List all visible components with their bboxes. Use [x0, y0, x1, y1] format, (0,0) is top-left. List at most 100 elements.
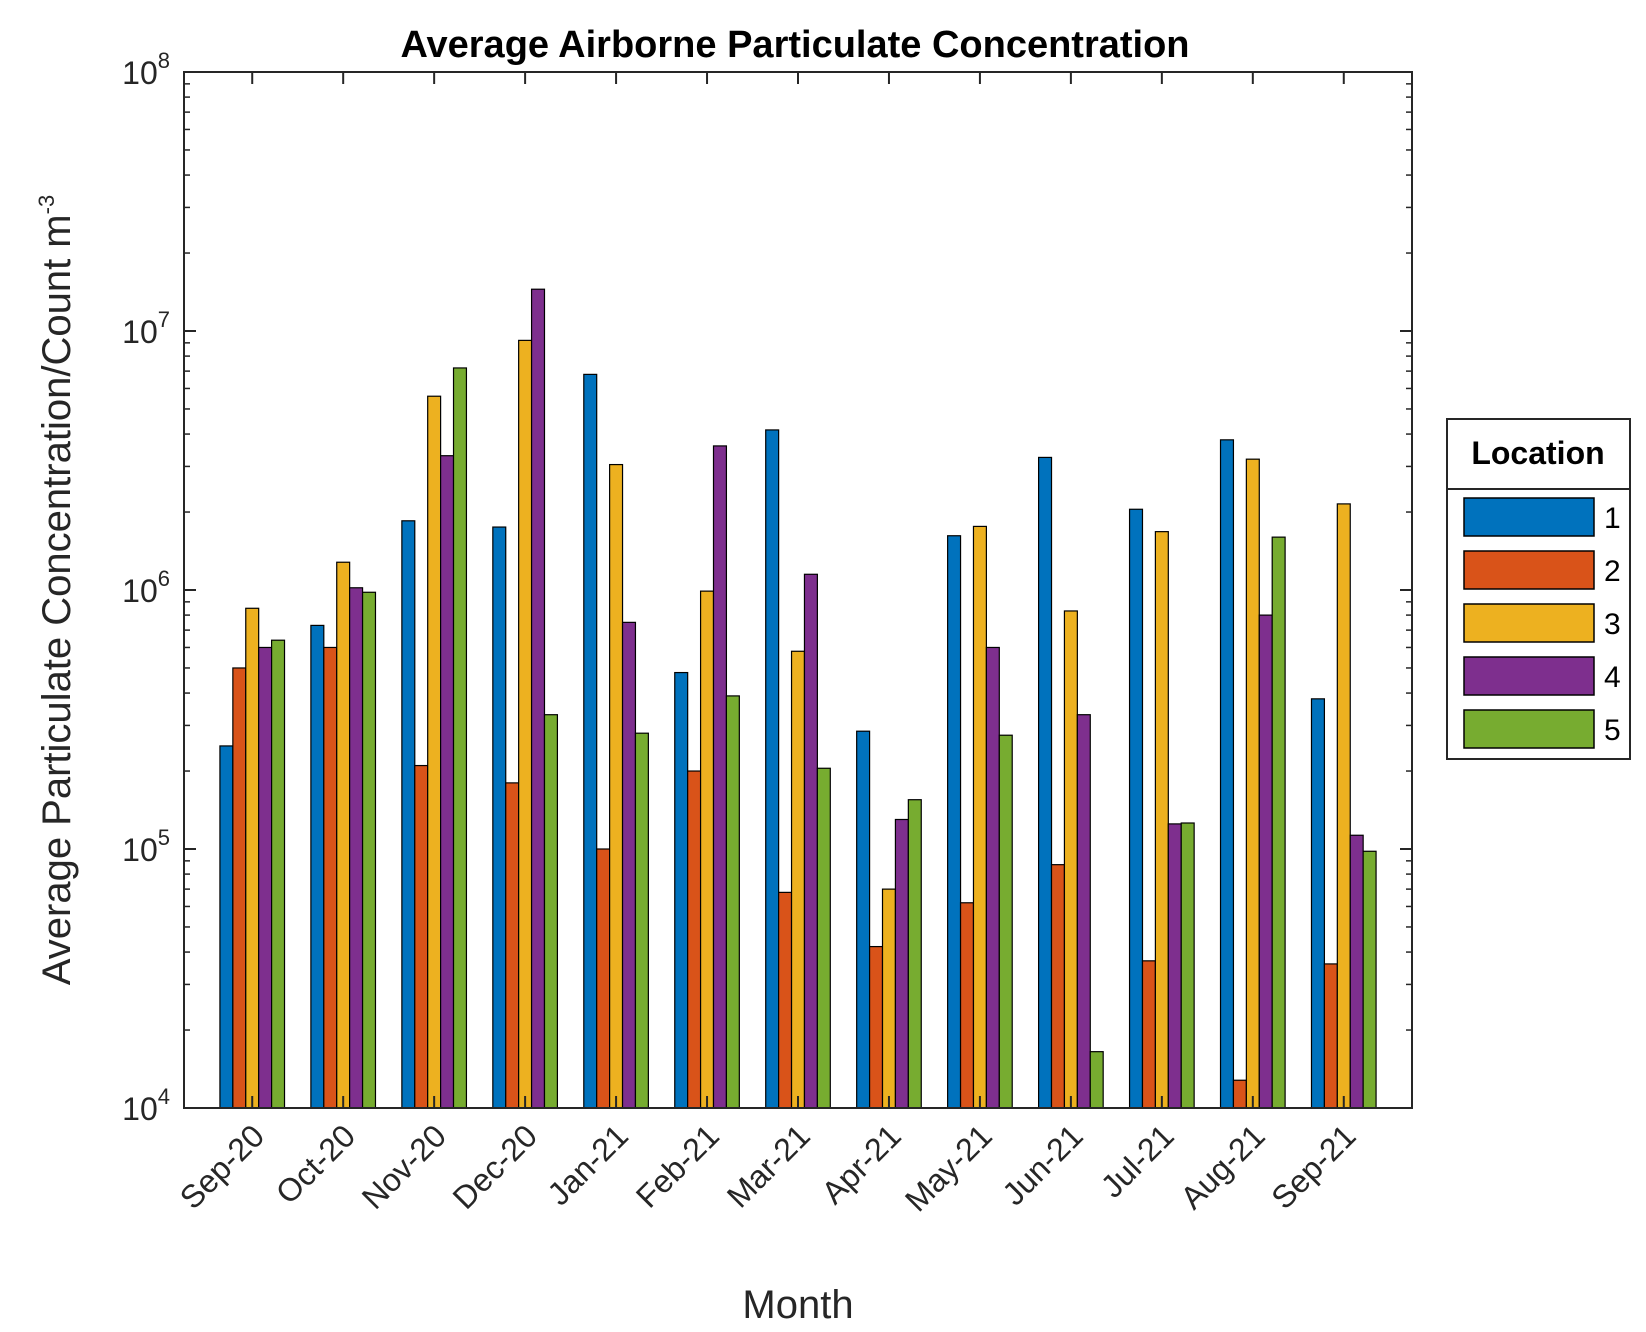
legend-swatch-1 [1463, 497, 1595, 537]
bar-group-Sep-20 [219, 607, 286, 1109]
bar-Sep-20-location-4 [258, 646, 273, 1109]
x-tick-label-Apr-21: Apr-21 [815, 1117, 908, 1210]
y-axis-ticks: 104 105 106 107 108 [122, 48, 1412, 1127]
bar-Nov-20-location-3 [427, 395, 442, 1109]
y-tick-label: 104 [122, 1084, 170, 1127]
legend-label-5: 5 [1604, 714, 1621, 747]
y-axis-label-text: Average Particulate Concentration/Count … [35, 214, 79, 985]
bar-Jun-21-location-4 [1076, 714, 1091, 1109]
bars [219, 288, 1377, 1109]
bar-group-Feb-21 [674, 445, 740, 1109]
bar-Mar-21-location-1 [765, 429, 780, 1109]
bar-Jul-21-location-1 [1128, 508, 1144, 1109]
legend-swatch-2 [1463, 550, 1595, 590]
x-tick-label-Oct-20: Oct-20 [269, 1117, 362, 1210]
bar-Jul-21-location-5 [1180, 822, 1195, 1109]
bar-group-Mar-21 [765, 429, 831, 1109]
bar-Dec-20-location-1 [492, 526, 507, 1109]
bar-group-Nov-20 [401, 367, 468, 1109]
bar-Sep-20-location-1 [219, 745, 234, 1109]
bar-Feb-21-location-2 [687, 770, 702, 1109]
plot-area: 104 105 106 107 108 Sep-20Oct-20Nov-20Dec-20… [122, 48, 1413, 1218]
bar-Jun-21-location-5 [1089, 1051, 1104, 1109]
bar-Aug-21-location-4 [1258, 614, 1273, 1109]
legend-label-1: 1 [1604, 502, 1621, 535]
bar-Aug-21-location-5 [1271, 536, 1286, 1109]
chart-title: Average Airborne Particulate Concentrati… [400, 24, 1189, 66]
bar-group-Dec-20 [492, 288, 559, 1109]
legend: Location 1 2 3 4 5 [1446, 418, 1631, 760]
bar-Oct-20-location-3 [336, 561, 351, 1109]
bar-Oct-20-location-1 [310, 624, 325, 1109]
bar-Oct-20-location-5 [361, 591, 377, 1109]
bar-Nov-20-location-2 [414, 764, 429, 1109]
x-tick-label-Mar-21: Mar-21 [720, 1117, 817, 1214]
bar-Jul-21-location-4 [1167, 823, 1182, 1109]
bar-Apr-21-location-5 [907, 799, 922, 1109]
x-tick-label-Nov-20: Nov-20 [355, 1117, 453, 1215]
bar-Oct-20-location-4 [349, 587, 364, 1109]
bar-Mar-21-location-4 [803, 573, 818, 1109]
bar-group-Sep-21 [1310, 503, 1377, 1109]
bar-Jul-21-location-2 [1141, 960, 1156, 1109]
bar-Sep-20-location-5 [271, 639, 286, 1109]
bar-May-21-location-2 [959, 902, 975, 1109]
bar-Sep-21-location-4 [1349, 834, 1364, 1109]
legend-label-2: 2 [1604, 555, 1621, 588]
bar-Aug-21-location-1 [1219, 439, 1235, 1109]
y-axis-label: Average Particulate Concentration/Count … [34, 195, 79, 985]
legend-swatch-5 [1463, 709, 1595, 749]
bar-Nov-20-location-5 [452, 367, 468, 1109]
bar-Aug-21-location-2 [1232, 1079, 1247, 1109]
legend-swatch-3 [1463, 603, 1595, 643]
bar-Jun-21-location-2 [1050, 864, 1066, 1109]
x-tick-label-May-21: May-21 [898, 1117, 999, 1218]
bar-Jan-21-location-4 [621, 621, 637, 1109]
bar-Apr-21-location-2 [868, 945, 884, 1109]
bar-May-21-location-4 [985, 646, 1000, 1109]
bar-Dec-20-location-5 [543, 714, 559, 1109]
bar-Apr-21-location-1 [856, 730, 871, 1109]
bar-Sep-20-location-2 [232, 667, 247, 1109]
bar-May-21-location-1 [947, 535, 962, 1109]
bar-Aug-21-location-3 [1245, 458, 1260, 1109]
bar-group-Jan-21 [583, 373, 649, 1109]
bar-Nov-20-location-4 [440, 455, 455, 1109]
bar-Dec-20-location-2 [505, 782, 520, 1109]
bar-Sep-21-location-5 [1362, 850, 1377, 1109]
legend-items: 1 2 3 4 5 [1463, 497, 1621, 749]
bar-Apr-21-location-4 [894, 818, 909, 1109]
x-tick-label-Feb-21: Feb-21 [629, 1117, 726, 1214]
bar-Sep-21-location-2 [1323, 963, 1338, 1109]
bar-May-21-location-3 [972, 525, 987, 1109]
bar-Dec-20-location-4 [530, 288, 546, 1109]
bar-Jan-21-location-3 [609, 463, 624, 1109]
bar-Sep-21-location-3 [1336, 503, 1351, 1109]
y-axis-label-superscript: -3 [34, 195, 59, 215]
bar-Mar-21-location-5 [816, 767, 831, 1109]
legend-label-4: 4 [1604, 661, 1621, 694]
x-tick-label-Jul-21: Jul-21 [1094, 1117, 1181, 1204]
bar-Feb-21-location-3 [699, 590, 715, 1109]
legend-label-3: 3 [1604, 608, 1621, 641]
y-tick-label: 106 [122, 566, 170, 609]
bar-Jan-21-location-2 [596, 848, 611, 1109]
bar-Feb-21-location-4 [712, 445, 728, 1109]
x-axis-label: Month [742, 1283, 853, 1327]
bar-Sep-20-location-3 [245, 607, 260, 1109]
bar-Oct-20-location-2 [323, 646, 338, 1109]
bar-group-Oct-20 [310, 561, 377, 1109]
bar-May-21-location-5 [998, 734, 1013, 1109]
bar-Jan-21-location-1 [583, 373, 598, 1109]
bar-Mar-21-location-3 [790, 650, 806, 1109]
y-tick-label: 107 [122, 307, 170, 350]
bar-Jul-21-location-3 [1154, 531, 1169, 1109]
x-tick-label-Jan-21: Jan-21 [540, 1117, 635, 1212]
bar-Feb-21-location-1 [674, 671, 689, 1109]
y-tick-label: 108 [122, 48, 170, 91]
bar-Dec-20-location-3 [518, 339, 533, 1109]
bar-Jun-21-location-3 [1063, 610, 1078, 1109]
x-tick-label-Aug-21: Aug-21 [1173, 1117, 1271, 1215]
x-tick-label-Jun-21: Jun-21 [995, 1117, 1090, 1212]
